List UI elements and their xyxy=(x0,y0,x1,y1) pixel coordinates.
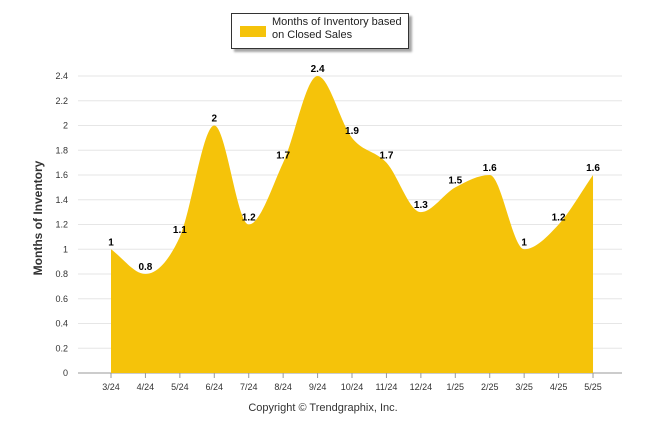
y-tick-label: 1.8 xyxy=(55,145,68,155)
x-tick-label: 7/24 xyxy=(240,382,258,392)
y-tick-label: 0 xyxy=(63,368,68,378)
x-axis-ticks: 3/24 4/24 5/24 6/24 7/24 8/24 9/24 10/24 11/24 12… xyxy=(102,373,602,392)
data-label: 1.1 xyxy=(173,225,187,236)
data-label: 1.3 xyxy=(414,200,428,211)
legend: Months of Inventory based on Closed Sale… xyxy=(231,13,409,49)
y-tick-label: 0.8 xyxy=(55,269,68,279)
y-tick-label: 0.6 xyxy=(55,294,68,304)
x-tick-label: 5/24 xyxy=(171,382,189,392)
data-label: 1 xyxy=(108,237,114,248)
x-tick-label: 6/24 xyxy=(206,382,224,392)
data-label: 1.5 xyxy=(448,175,462,186)
y-tick-label: 1.4 xyxy=(55,195,68,205)
y-tick-label: 1.2 xyxy=(55,220,68,230)
y-tick-label: 0.4 xyxy=(55,319,68,329)
y-axis-ticks: 0 0.2 0.4 0.6 0.8 1 1.2 1.4 1.6 1.8 2 2.2 2.4 xyxy=(55,71,68,378)
data-labels: 1 0.8 1.1 2 1.2 1.7 2.4 1.9 1.7 1.3 1.5 1.6 1 1.2 1.6 xyxy=(108,64,600,273)
data-label: 1.7 xyxy=(379,151,393,162)
y-tick-label: 2.4 xyxy=(55,71,68,81)
legend-label: Months of Inventory based on Closed Sale… xyxy=(272,16,402,41)
data-label: 1 xyxy=(521,237,527,248)
x-tick-label: 11/24 xyxy=(376,382,398,392)
x-tick-label: 2/25 xyxy=(481,382,499,392)
x-tick-label: 12/24 xyxy=(410,382,433,392)
data-label: 1.7 xyxy=(276,151,290,162)
data-label: 2.4 xyxy=(311,64,325,75)
area-fill xyxy=(111,76,594,373)
data-label: 1.6 xyxy=(586,163,600,174)
legend-swatch xyxy=(240,26,266,37)
area-series xyxy=(111,76,594,373)
y-axis-title: Months of Inventory xyxy=(31,160,45,275)
data-label: 1.6 xyxy=(483,163,497,174)
y-tick-label: 2 xyxy=(63,121,68,131)
x-tick-label: 5/25 xyxy=(584,382,602,392)
x-tick-label: 3/25 xyxy=(515,382,533,392)
data-label: 2 xyxy=(212,114,218,125)
x-tick-label: 8/24 xyxy=(274,382,292,392)
x-tick-label: 4/25 xyxy=(550,382,568,392)
data-label: 0.8 xyxy=(138,262,152,273)
x-tick-label: 10/24 xyxy=(341,382,364,392)
copyright-text: Copyright © Trendgraphix, Inc. xyxy=(248,402,398,414)
y-tick-label: 2.2 xyxy=(55,96,68,106)
x-tick-label: 3/24 xyxy=(102,382,120,392)
data-label: 1.2 xyxy=(552,213,566,224)
y-tick-label: 1 xyxy=(63,244,68,254)
x-tick-label: 9/24 xyxy=(309,382,327,392)
x-tick-label: 1/25 xyxy=(447,382,465,392)
y-tick-label: 0.2 xyxy=(55,343,68,353)
y-tick-label: 1.6 xyxy=(55,170,68,180)
data-label: 1.2 xyxy=(242,213,256,224)
x-tick-label: 4/24 xyxy=(137,382,155,392)
data-label: 1.9 xyxy=(345,126,359,137)
